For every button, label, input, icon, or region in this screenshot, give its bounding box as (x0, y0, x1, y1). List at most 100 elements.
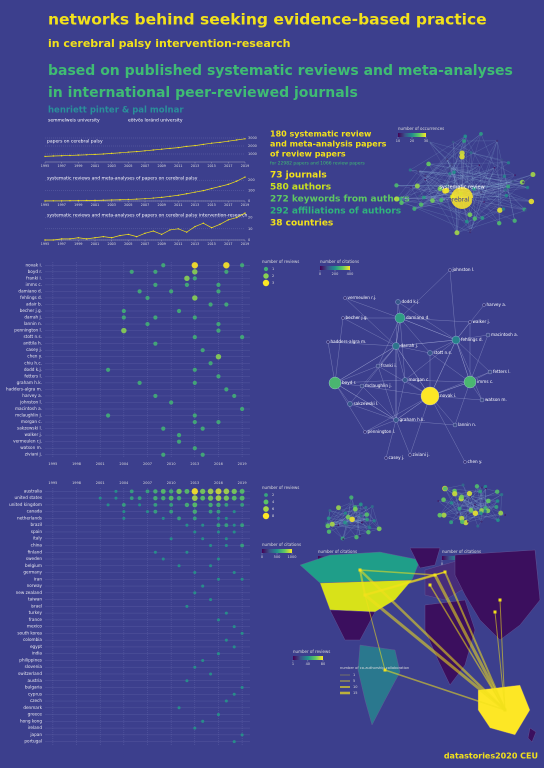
dot (129, 489, 134, 494)
author-label: becher j.g. (346, 315, 368, 320)
row-label: belgium (25, 563, 42, 568)
map-collaboration (429, 584, 506, 711)
network-edge (429, 141, 509, 163)
network-edge (327, 341, 397, 347)
dot (223, 262, 230, 269)
network-edge (470, 152, 475, 219)
dot (240, 406, 245, 412)
dot (161, 452, 166, 457)
network-node (449, 501, 454, 505)
network-node (457, 513, 460, 516)
network-node (426, 161, 431, 167)
dot (239, 488, 245, 494)
legend-tick-label: 200 (332, 272, 339, 276)
network-node (483, 201, 485, 203)
point (119, 199, 121, 201)
network-edge (475, 513, 498, 521)
author-node (463, 375, 477, 389)
x-tick-label: 2007 (141, 203, 149, 207)
x-tick-label: 2017 (224, 203, 232, 207)
x-tick-label: 1997 (57, 164, 65, 168)
author-label: dodd k.j. (402, 299, 420, 304)
dot (177, 564, 181, 568)
map-country (329, 609, 376, 641)
author-node (452, 422, 458, 428)
headline: based on published systematic reviews an… (48, 63, 513, 79)
network-node (466, 512, 469, 515)
network-edge (474, 181, 513, 219)
legend-tick-label: 1000 (288, 555, 297, 559)
x-tick-label: 1995 (41, 164, 49, 168)
network-node (496, 518, 500, 522)
dot (169, 289, 174, 294)
dot (192, 509, 197, 514)
x-tick-label: 2010 (167, 462, 176, 466)
network-node (355, 516, 358, 520)
network-edge (355, 509, 369, 533)
network-node (483, 484, 488, 489)
dot (216, 516, 220, 520)
network-node (359, 502, 363, 507)
row-label: france (29, 617, 43, 622)
y-tick-label: 10 (248, 227, 252, 231)
network-edge (404, 379, 471, 383)
network-edge (421, 165, 480, 205)
dot (216, 652, 220, 656)
point (60, 155, 63, 157)
network-edge (462, 510, 488, 522)
network-node (472, 187, 476, 191)
dot (215, 354, 222, 360)
network-edge (365, 507, 380, 529)
network-node (467, 212, 473, 218)
legend-tick-label: 500 (274, 555, 281, 559)
dot (192, 315, 197, 320)
row-label: walker j. (24, 432, 42, 437)
network-edge (410, 136, 466, 171)
dot (192, 367, 197, 372)
x-tick-label: 2015 (207, 164, 215, 168)
x-tick-label: 2013 (191, 242, 199, 246)
dot (137, 289, 142, 294)
author-node (347, 401, 353, 407)
x-tick-label: 1999 (74, 203, 82, 207)
network-edge (449, 165, 480, 169)
stat-line: 73 journals (270, 171, 327, 181)
point (210, 226, 213, 229)
dot (240, 335, 245, 340)
network-node (360, 521, 363, 524)
network-edge (340, 504, 361, 511)
dot (176, 433, 182, 438)
row-label: vermeulen r.j. (13, 439, 42, 444)
point (210, 142, 213, 144)
network-node (343, 511, 348, 515)
point (160, 233, 163, 236)
point (144, 232, 146, 234)
network-node (422, 195, 426, 200)
row-label: cyprus (28, 691, 42, 696)
map-node (428, 583, 432, 587)
network-node (476, 524, 480, 528)
network-node (479, 131, 483, 136)
map-node (358, 568, 362, 572)
network-edge (397, 301, 457, 341)
network-edge (455, 339, 491, 373)
x-tick-label: 2001 (91, 164, 99, 168)
x-tick-label: 2003 (107, 164, 115, 168)
x-tick-label: 2003 (107, 203, 115, 207)
network-edge (419, 195, 475, 219)
author-label: boyd r. (342, 380, 356, 385)
network-edge (328, 518, 362, 523)
network-edge (470, 494, 502, 497)
network-edge (399, 317, 406, 381)
point (202, 143, 205, 146)
network-node (485, 487, 487, 490)
dot (224, 543, 228, 548)
network-edge (465, 493, 470, 523)
x-tick-label: 2019 (238, 462, 247, 466)
network-edge (425, 179, 467, 222)
network-edge (329, 510, 349, 518)
dot (240, 263, 245, 268)
point (194, 144, 196, 147)
network-edge (444, 488, 468, 522)
x-tick-label: 2011 (174, 203, 182, 207)
